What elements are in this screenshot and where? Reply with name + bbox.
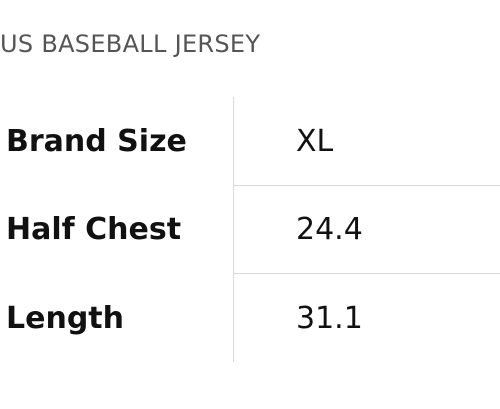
row-value: 24.4 xyxy=(296,212,363,247)
row-label: Half Chest xyxy=(6,212,182,247)
divider xyxy=(233,97,234,362)
table-title: US BASEBALL JERSEY xyxy=(0,30,261,58)
row-label: Length xyxy=(6,301,124,336)
divider xyxy=(234,185,500,186)
row-value: XL xyxy=(296,124,334,159)
divider xyxy=(234,273,500,274)
row-value: 31.1 xyxy=(296,301,363,336)
row-label: Brand Size xyxy=(6,124,187,159)
